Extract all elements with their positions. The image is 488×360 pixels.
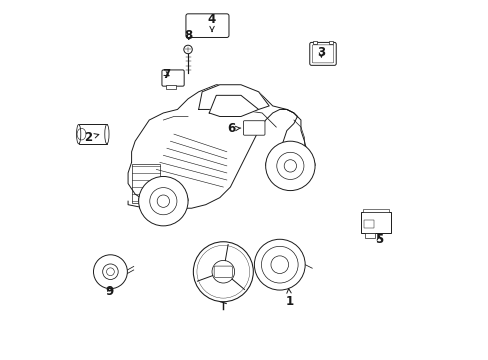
Circle shape [102,264,118,279]
Circle shape [265,141,314,190]
Bar [362,209,388,212]
Bar [328,41,332,44]
Bar [313,41,316,44]
Circle shape [284,160,296,172]
Circle shape [183,45,192,54]
Polygon shape [209,95,258,117]
FancyBboxPatch shape [185,14,228,37]
Ellipse shape [77,125,81,144]
Bar [79,125,107,144]
Text: 3: 3 [317,46,325,59]
Circle shape [149,188,177,215]
Text: 9: 9 [105,285,114,298]
FancyBboxPatch shape [214,266,232,277]
Bar [365,233,374,238]
Bar [364,220,374,228]
Text: 6: 6 [226,122,240,135]
Text: 7: 7 [162,68,170,81]
Text: 1: 1 [285,289,293,308]
Circle shape [193,242,253,302]
Bar [360,212,390,233]
FancyBboxPatch shape [309,42,336,66]
FancyBboxPatch shape [162,70,184,86]
Circle shape [261,246,298,283]
Text: 5: 5 [374,234,383,247]
Text: 8: 8 [184,29,192,42]
Bar [131,164,160,203]
Circle shape [212,260,234,283]
FancyBboxPatch shape [243,121,264,135]
Bar [166,85,176,89]
Circle shape [157,195,169,207]
Circle shape [254,239,305,290]
Circle shape [276,152,304,180]
Text: 4: 4 [207,13,216,32]
Ellipse shape [104,125,109,144]
Polygon shape [198,85,269,109]
Circle shape [93,255,127,289]
Circle shape [106,268,114,276]
Circle shape [139,176,188,226]
Text: 2: 2 [84,131,99,144]
Circle shape [270,256,288,274]
